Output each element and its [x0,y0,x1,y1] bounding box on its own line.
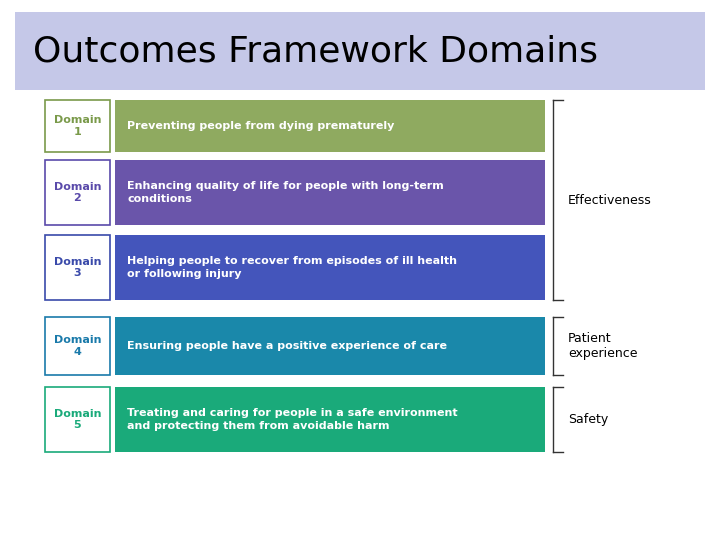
FancyBboxPatch shape [115,160,545,225]
FancyBboxPatch shape [45,235,110,300]
Text: Treating and caring for people in a safe environment
and protecting them from av: Treating and caring for people in a safe… [127,408,458,431]
Text: Patient
experience: Patient experience [568,332,637,360]
Text: Helping people to recover from episodes of ill health
or following injury: Helping people to recover from episodes … [127,256,457,279]
FancyBboxPatch shape [115,235,545,300]
FancyBboxPatch shape [115,387,545,452]
Text: Domain
1: Domain 1 [54,115,102,137]
Text: Domain
4: Domain 4 [54,335,102,357]
FancyBboxPatch shape [45,387,110,452]
Text: Domain
2: Domain 2 [54,181,102,203]
Text: Domain
5: Domain 5 [54,409,102,430]
FancyBboxPatch shape [115,100,545,152]
FancyBboxPatch shape [115,317,545,375]
Text: Preventing people from dying prematurely: Preventing people from dying prematurely [127,121,395,131]
Text: Outcomes Framework Domains: Outcomes Framework Domains [33,34,598,68]
Text: Domain
3: Domain 3 [54,256,102,278]
FancyBboxPatch shape [15,12,705,90]
FancyBboxPatch shape [45,160,110,225]
Text: Effectiveness: Effectiveness [568,193,652,206]
Text: Enhancing quality of life for people with long-term
conditions: Enhancing quality of life for people wit… [127,181,444,204]
FancyBboxPatch shape [45,100,110,152]
Text: Ensuring people have a positive experience of care: Ensuring people have a positive experien… [127,341,447,351]
Text: Safety: Safety [568,413,608,426]
FancyBboxPatch shape [45,317,110,375]
